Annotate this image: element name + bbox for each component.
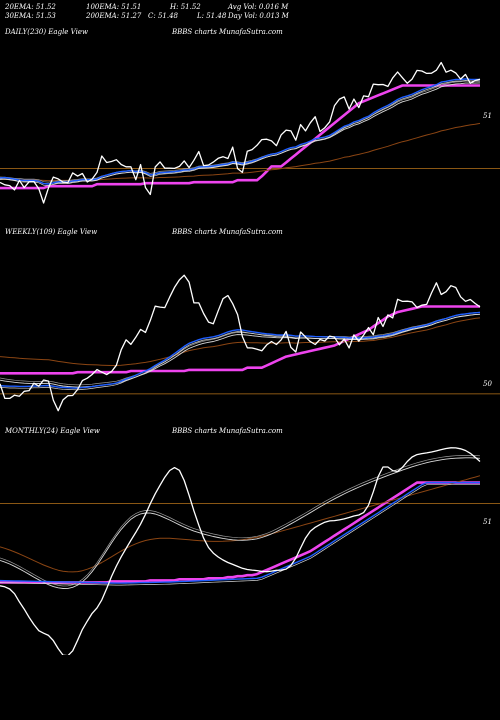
stat-30ema: 30EMA: 51.53 (5, 12, 56, 20)
monthly-chart-ema_short-companion-line (0, 484, 480, 586)
monthly-chart-ema-short-line (0, 481, 480, 584)
daily-chart-support-line (0, 84, 480, 190)
daily-chart-ema_mid-companion-line (0, 80, 481, 183)
weekly-chart-ema-mid-line (0, 313, 481, 388)
daily-chart-ema-short-line (0, 78, 480, 185)
stat-close: C: 51.48 (148, 12, 178, 20)
monthly-chart-ema-mid-line (0, 457, 481, 589)
weekly-chart-support-line (0, 305, 480, 375)
weekly-panel-watermark: BBBS charts MunafaSutra.com (172, 228, 283, 236)
weekly-chart-ema-long-line (0, 317, 481, 366)
stat-high: H: 51.52 (170, 3, 201, 11)
daily-chart (0, 61, 500, 204)
daily-chart-ema-mid-line (0, 82, 481, 185)
weekly-panel-label: WEEKLY(109) Eagle View (5, 228, 98, 236)
stat-day-vol: Day Vol: 0.013 M (228, 12, 289, 20)
daily-y-label: 51 (483, 112, 492, 120)
weekly-chart-ema_short-companion-line (0, 313, 481, 391)
monthly-chart-ema-long-line (0, 475, 481, 573)
stat-200ema: 200EMA: 51.27 (86, 12, 142, 20)
daily-chart-ema-long-line (0, 122, 481, 182)
weekly-chart (0, 274, 500, 412)
stat-20ema: 20EMA: 51.52 (5, 3, 56, 11)
daily-chart-ema_short-companion-line (0, 80, 480, 186)
daily-panel-label: DAILY(230) Eagle View (5, 28, 88, 36)
stat-low: L: 51.48 (197, 12, 227, 20)
daily-panel-watermark: BBBS charts MunafaSutra.com (172, 28, 283, 36)
monthly-panel-watermark: BBBS charts MunafaSutra.com (172, 427, 283, 435)
stat-avg-vol: Avg Vol: 0.016 M (228, 3, 289, 11)
monthly-chart-ema_mid-companion-line (0, 455, 481, 587)
monthly-chart-price-line (0, 447, 481, 655)
weekly-chart-price-line (0, 274, 481, 412)
stat-100ema: 100EMA: 51.51 (86, 3, 142, 11)
monthly-chart (0, 447, 500, 655)
monthly-y-label: 51 (483, 518, 492, 526)
daily-chart-price-line (0, 61, 481, 204)
monthly-panel-label: MONTHLY(24) Eagle View (5, 427, 100, 435)
weekly-chart-ema-short-line (0, 311, 481, 389)
weekly-y-label: 50 (483, 380, 492, 388)
